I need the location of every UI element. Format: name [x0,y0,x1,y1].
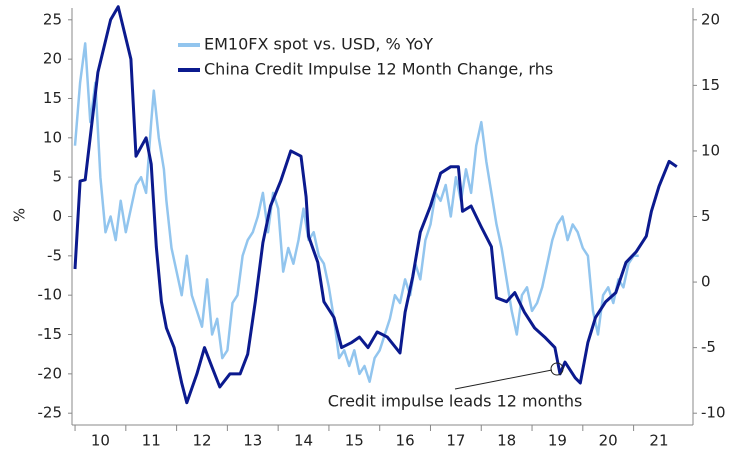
legend-label: EM10FX spot vs. USD, % YoY [204,35,433,54]
legend-label: China Credit Impulse 12 Month Change, rh… [204,60,553,79]
x-tick-label: 16 [396,432,415,450]
y-tick-label: -25 [38,404,63,422]
series-line [73,42,639,383]
y-tick-label: -5 [47,246,62,264]
x-tick-label: 11 [142,432,161,450]
y-tick-label: 20 [43,50,62,68]
y2-tick-label: -10 [701,404,726,422]
y2-tick-label: 10 [701,141,720,159]
y-tick-label: 10 [43,128,62,146]
y2-tick-label: 0 [701,273,711,291]
y-tick-label: 5 [52,168,62,186]
y-tick-label: 25 [43,10,62,28]
x-tick-label: 20 [599,432,618,450]
y2-tick-label: 5 [701,207,711,225]
y2-tick-label: -5 [701,338,716,356]
x-tick-label: 10 [91,432,110,450]
x-tick-label: 12 [192,432,211,450]
x-tick-label: 18 [497,432,516,450]
x-tick-label: 17 [446,432,465,450]
annotation-circle [550,362,564,376]
y-tick-label: 0 [52,207,62,225]
y2-tick-label: 20 [701,10,720,28]
series-line [73,5,678,405]
y2-tick-label: 15 [701,76,720,94]
x-tick-label: 14 [294,432,313,450]
y-tick-label: -15 [38,325,63,343]
x-tick-label: 13 [243,432,262,450]
x-tick-label: 15 [345,432,364,450]
x-tick-label: 19 [548,432,567,450]
y-axis-label: % [11,208,29,222]
annotation-leader [454,369,553,390]
x-tick-label: 21 [649,432,668,450]
annotation: Credit impulse leads 12 months [328,392,583,411]
y-tick-label: -20 [38,364,63,382]
legend: EM10FX spot vs. USD, % YoY China Credit I… [178,35,553,79]
y-tick-label: -10 [38,286,63,304]
y-tick-label: 15 [43,89,62,107]
